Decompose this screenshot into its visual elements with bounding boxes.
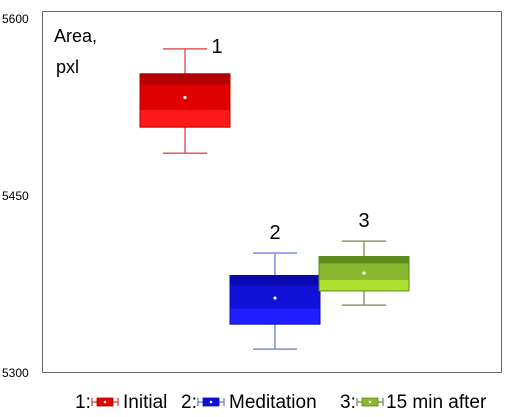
box-1-median-point xyxy=(183,95,187,100)
legend-label-initial: Initial xyxy=(123,392,167,413)
box-2-outline xyxy=(229,275,321,325)
box-3-band-bottom xyxy=(319,279,409,291)
y-axis-label-line1: Area, xyxy=(54,26,97,46)
legend-prefix-2: 2: xyxy=(181,392,197,413)
legend-prefix-3: 3: xyxy=(340,392,356,413)
legend: 1: Initial 2: Meditation 3: 15 min after xyxy=(75,392,487,413)
box-series: 1 2 3 xyxy=(139,36,410,350)
legend-label-15-min-after: 15 min after xyxy=(386,392,487,413)
legend-symbol-15-min-after xyxy=(356,397,384,407)
y-tick-label-5300: 5300 xyxy=(2,366,29,380)
box-2-number-label: 2 xyxy=(269,222,280,244)
legend-symbol-meditation xyxy=(197,397,225,407)
box-1-band-top xyxy=(140,73,230,85)
y-tick-label-5600: 5600 xyxy=(2,12,29,26)
legend-symbol-initial xyxy=(91,397,119,407)
box-3-number-label: 3 xyxy=(358,210,369,232)
box-1-band-bottom xyxy=(140,110,230,128)
legend-label-meditation: Meditation xyxy=(229,392,317,413)
box-2-legend-dot xyxy=(209,400,213,404)
box-2-median-point xyxy=(273,296,277,300)
box-1-number-label: 1 xyxy=(211,36,222,58)
box-2-band-top xyxy=(230,275,320,286)
box-1-outline xyxy=(139,73,231,128)
box-1-legend-dot xyxy=(103,400,107,404)
plot-area-frame xyxy=(42,11,502,373)
box-3-median-point xyxy=(362,271,366,275)
box-3-outline xyxy=(318,256,410,292)
y-tick-label-5450: 5450 xyxy=(2,189,29,203)
box-3-legend-dot xyxy=(368,400,372,404)
box-2-band-bottom xyxy=(230,308,320,325)
box-3-band-top xyxy=(319,256,409,264)
legend-prefix-1: 1: xyxy=(75,392,91,413)
y-axis-label-line2: pxl xyxy=(56,57,79,77)
